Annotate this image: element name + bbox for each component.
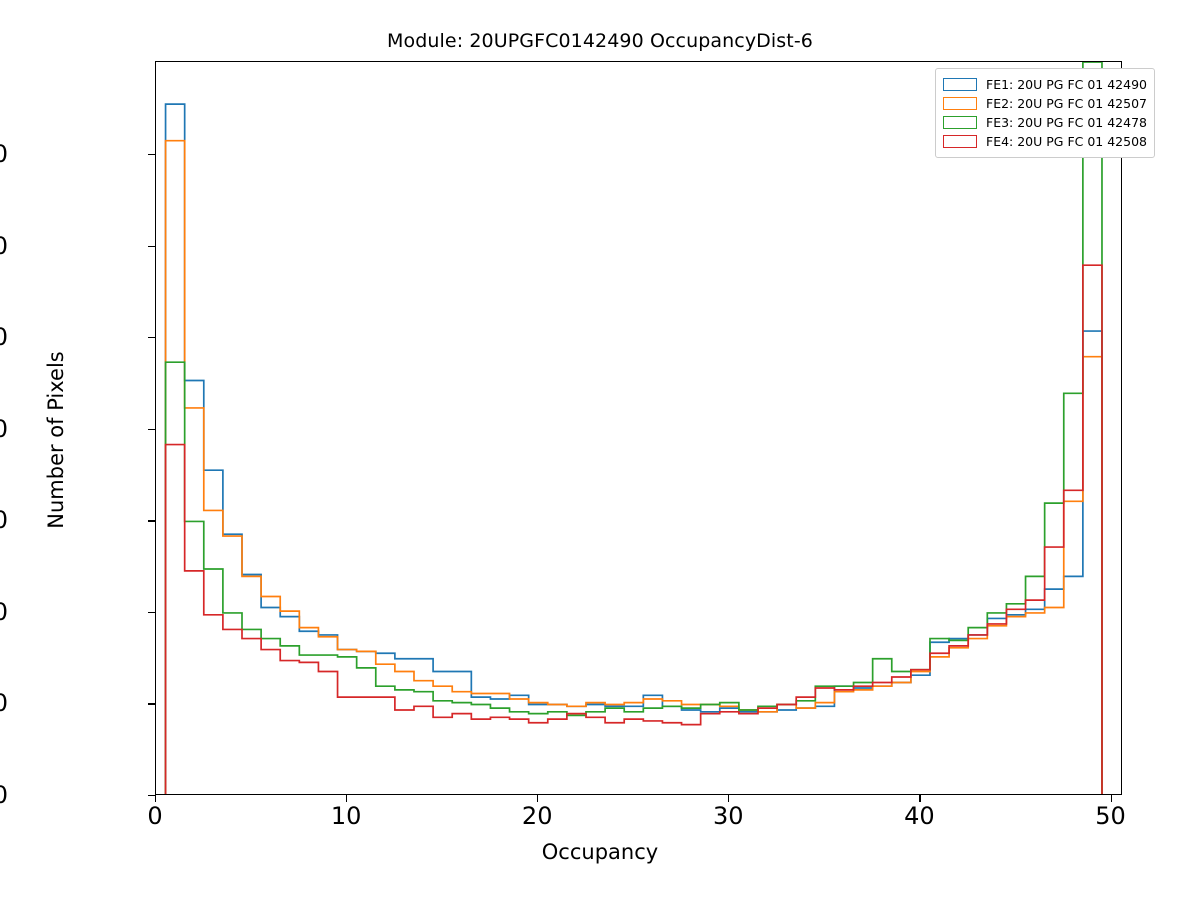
y-tick-label: 1750 [0, 140, 8, 169]
y-tick-label: 0 [0, 781, 8, 809]
legend-item-1[interactable]: FE1: 20U PG FC 01 42490 [943, 75, 1147, 94]
y-tick-label: 1000 [0, 414, 8, 443]
x-tick-label: 50 [1095, 802, 1126, 830]
x-tick-label: 30 [713, 802, 744, 830]
y-tick-label: 250 [0, 689, 8, 718]
x-tick-label: 10 [330, 802, 362, 830]
series-line-1 [164, 103, 1103, 794]
x-tick-mark [537, 795, 539, 802]
legend-label: FE3: 20U PG FC 01 42478 [986, 115, 1147, 130]
legend-item-2[interactable]: FE2: 20U PG FC 01 42507 [943, 94, 1147, 113]
x-tick-label: 0 [147, 802, 163, 830]
y-tick-mark [148, 703, 155, 705]
legend-swatch-icon [943, 97, 977, 110]
x-tick-mark [155, 795, 157, 802]
series-line-3 [164, 62, 1103, 794]
y-tick-mark [148, 611, 155, 614]
legend-label: FE4: 20U PG FC 01 42508 [986, 134, 1147, 149]
y-tick-mark [148, 520, 155, 522]
y-tick-mark [148, 245, 155, 247]
legend-swatch-icon [943, 116, 977, 129]
y-tick-mark [148, 428, 155, 430]
x-tick-mark [1110, 795, 1112, 802]
chart-title: Module: 20UPGFC0142490 OccupancyDist-6 [387, 30, 813, 52]
y-axis-label: Number of Pixels [44, 351, 68, 529]
series-line-4 [164, 264, 1103, 794]
legend-item-3[interactable]: FE3: 20U PG FC 01 42478 [943, 113, 1147, 132]
histogram-lines [164, 62, 1103, 794]
legend-swatch-icon [943, 78, 977, 91]
y-tick-mark [148, 337, 155, 339]
y-tick-mark [148, 154, 155, 156]
y-tick-label: 750 [0, 506, 8, 535]
x-tick-mark [728, 795, 730, 802]
legend-swatch-icon [943, 135, 977, 148]
plot-area [155, 61, 1122, 795]
x-tick-label: 40 [904, 802, 935, 830]
legend-item-4[interactable]: FE4: 20U PG FC 01 42508 [943, 132, 1147, 151]
y-tick-mark [148, 795, 155, 797]
series-line-2 [164, 139, 1103, 794]
y-tick-label: 1250 [0, 323, 8, 352]
y-tick-label: 1500 [0, 231, 8, 260]
legend: FE1: 20U PG FC 01 42490 FE2: 20U PG FC 01… [935, 68, 1155, 158]
y-tick-label: 500 [0, 597, 8, 626]
x-tick-mark [346, 795, 348, 802]
legend-label: FE1: 20U PG FC 01 42490 [986, 77, 1147, 92]
x-axis-label: Occupancy [541, 840, 659, 864]
x-tick-label: 20 [521, 802, 553, 830]
x-tick-mark [919, 795, 921, 802]
legend-label: FE2: 20U PG FC 01 42507 [986, 96, 1147, 111]
